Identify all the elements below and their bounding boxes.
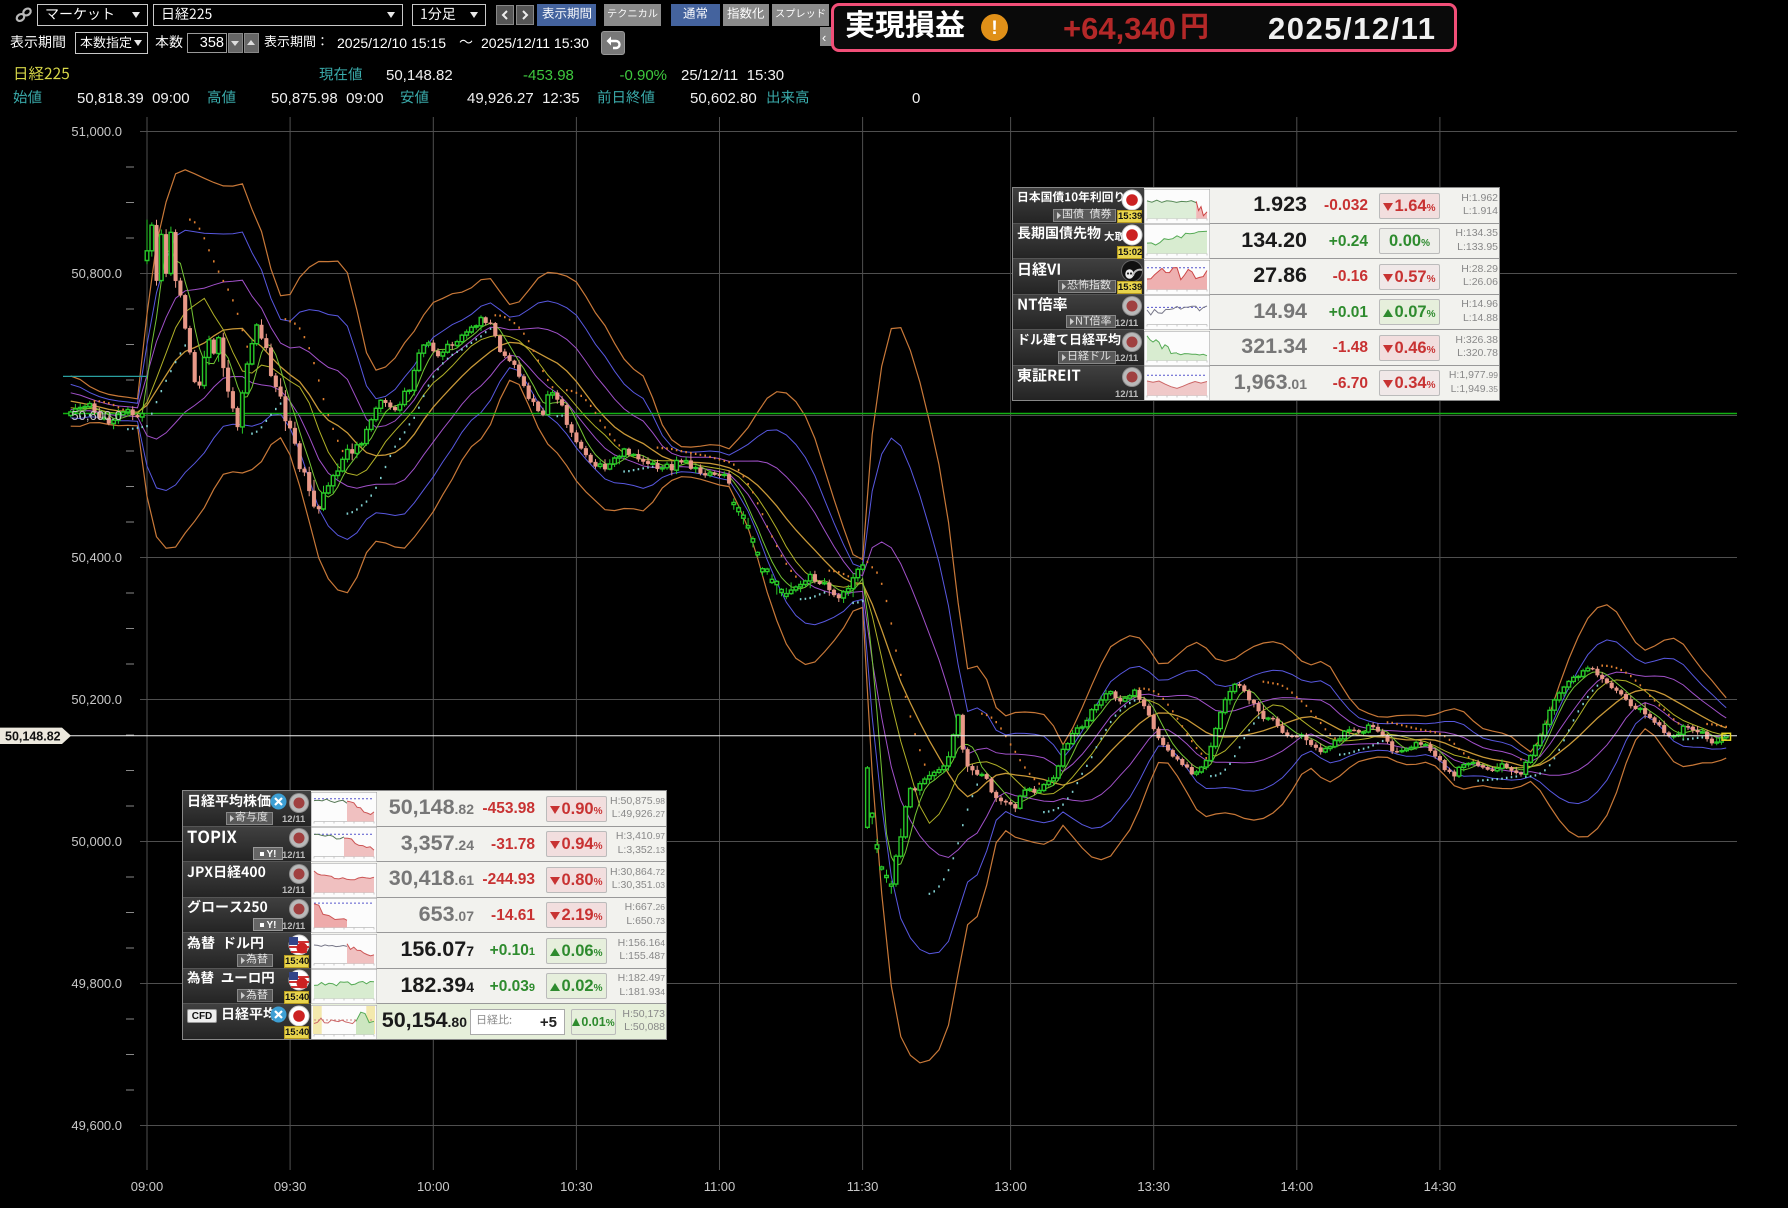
svg-text:51,000.0: 51,000.0 [71, 124, 122, 139]
svg-text:09:00: 09:00 [131, 1179, 164, 1194]
svg-text:!: ! [991, 18, 997, 39]
svg-text:14:30: 14:30 [1424, 1179, 1457, 1194]
svg-text:09:30: 09:30 [274, 1179, 307, 1194]
svg-text:10:30: 10:30 [560, 1179, 593, 1194]
svg-text:10:00: 10:00 [417, 1179, 450, 1194]
svg-text:11:00: 11:00 [704, 1179, 736, 1194]
svg-text:50,800.0: 50,800.0 [71, 266, 122, 281]
svg-text:49,800.0: 49,800.0 [71, 976, 122, 991]
svg-text:13:30: 13:30 [1137, 1179, 1170, 1194]
svg-text:50,148.82: 50,148.82 [5, 729, 61, 743]
svg-text:50,400.0: 50,400.0 [71, 550, 122, 565]
svg-text:50,000.0: 50,000.0 [71, 834, 122, 849]
svg-text:50,600.0: 50,600.0 [71, 408, 122, 423]
svg-text:14:00: 14:00 [1281, 1179, 1314, 1194]
svg-text:11:30: 11:30 [847, 1179, 879, 1194]
svg-text:13:00: 13:00 [994, 1179, 1027, 1194]
svg-text:50,200.0: 50,200.0 [71, 692, 122, 707]
svg-text:49,600.0: 49,600.0 [71, 1118, 122, 1133]
